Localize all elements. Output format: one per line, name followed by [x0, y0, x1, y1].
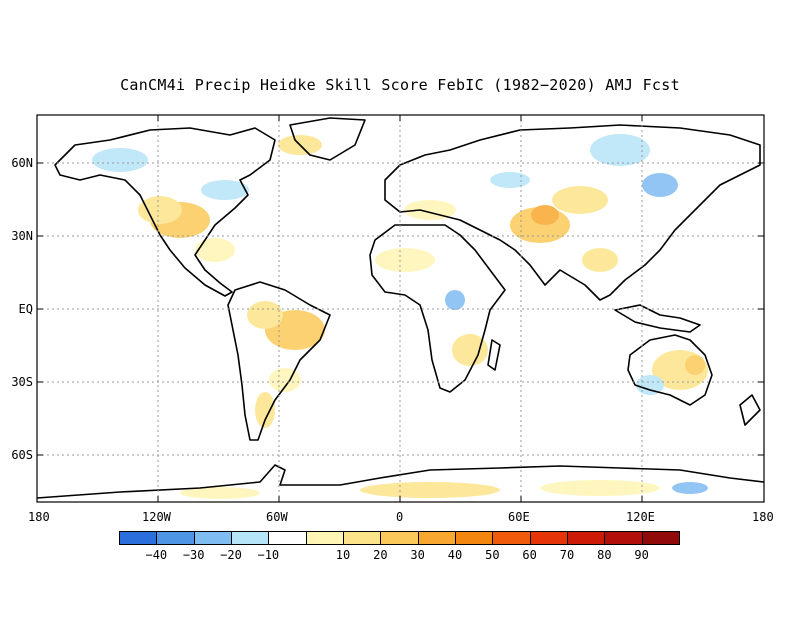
colorbar-label: 10: [335, 548, 351, 562]
colorbar-swatch: [156, 531, 195, 545]
colorbar-label: −40: [145, 548, 168, 562]
colorbar-swatch: [641, 531, 680, 545]
coast-south-america: [227, 281, 331, 441]
coast-africa: [369, 224, 506, 393]
colorbar-swatch: [305, 531, 344, 545]
coast-new-zealand: [739, 394, 761, 426]
colorbar-label: 40: [447, 548, 463, 562]
coast-greenland: [289, 117, 366, 161]
colorbar-label: 90: [634, 548, 649, 562]
colorbar-swatch: [417, 531, 456, 545]
lon-label-60w: 60W: [266, 510, 288, 524]
lat-label-30s: 30S: [11, 375, 33, 389]
lat-label-30n: 30N: [11, 229, 33, 243]
colorbar-label: 70: [559, 548, 575, 562]
colorbar-swatch: [343, 531, 382, 545]
graticule: [37, 115, 764, 502]
colorbar-swatch: [567, 531, 606, 545]
coastlines: [37, 117, 764, 499]
colorbar-label: 60: [522, 548, 537, 562]
page-title: CanCM4i Precip Heidke Skill Score FebIC …: [120, 76, 680, 94]
colorbar-label: −10: [257, 548, 280, 562]
lon-label-120e: 120E: [626, 510, 655, 524]
colorbar-label: 50: [485, 548, 500, 562]
colorbar-label: 80: [597, 548, 612, 562]
colorbar-swatch: [380, 531, 419, 545]
colorbar-swatch: [268, 531, 307, 545]
coast-europe-asia: [384, 124, 761, 301]
colorbar-swatch: [119, 531, 158, 545]
colorbar-label: 20: [373, 548, 388, 562]
colorbar-label: 30: [410, 548, 425, 562]
colorbar-label: −20: [220, 548, 242, 562]
lat-label-60n: 60N: [11, 156, 33, 170]
coast-north-america: [54, 127, 276, 297]
coast-antarctica: [37, 464, 764, 499]
lat-label-60s: 60S: [11, 448, 33, 462]
colorbar-swatch: [492, 531, 531, 545]
colorbar-swatch: [193, 531, 232, 545]
coast-indonesia: [614, 304, 701, 333]
tick-marks: [37, 115, 764, 502]
lon-label-60e: 60E: [508, 510, 530, 524]
lon-label-180e: 180: [752, 510, 774, 524]
skill-shading: [92, 134, 708, 499]
lat-label-eq: EQ: [18, 302, 33, 316]
lon-label-120w: 120W: [142, 510, 171, 524]
colorbar-swatch: [455, 531, 494, 545]
lon-label-0: 0: [396, 510, 404, 524]
colorbar-swatch: [604, 531, 643, 545]
colorbar-swatch: [529, 531, 568, 545]
colorbar-label: −30: [182, 548, 205, 562]
colorbar-swatch: [231, 531, 270, 545]
coast-madagascar: [487, 339, 501, 371]
coast-australia: [627, 334, 713, 406]
lon-label-180w: 180: [28, 510, 50, 524]
